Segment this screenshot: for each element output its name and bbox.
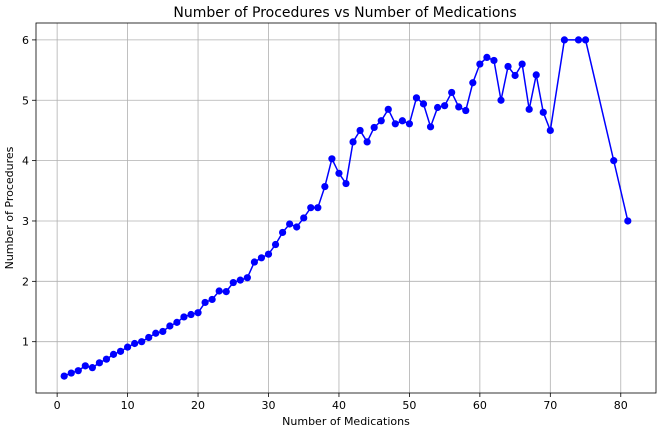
data-point	[356, 126, 364, 135]
data-point	[433, 103, 442, 112]
data-point	[286, 220, 294, 228]
data-point	[581, 36, 590, 44]
data-point	[574, 36, 583, 44]
data-point	[229, 278, 237, 287]
data-point	[321, 182, 329, 191]
data-point	[278, 228, 287, 237]
data-point	[511, 71, 519, 80]
data-point	[243, 274, 251, 282]
data-point	[363, 138, 371, 146]
data-point	[405, 120, 414, 128]
data-point	[483, 53, 491, 62]
data-point	[60, 372, 68, 380]
data-point	[314, 204, 322, 212]
plot-area	[35, 22, 657, 394]
axis-ticks: 0 10 20 30 40 50 60 70 80 1 2 3 4 5 6	[22, 34, 628, 412]
data-point	[116, 347, 125, 355]
data-point	[525, 105, 533, 113]
data-point	[159, 327, 167, 336]
data-point	[250, 258, 259, 266]
data-point	[194, 309, 202, 317]
data-point	[532, 71, 540, 79]
y-tick-label: 5	[22, 94, 29, 107]
data-point	[391, 120, 399, 128]
data-point	[518, 60, 526, 68]
data-point	[187, 310, 195, 319]
data-point	[398, 117, 406, 125]
x-tick-label: 0	[54, 399, 61, 412]
data-point	[271, 240, 280, 249]
data-point	[74, 367, 82, 375]
data-point	[462, 106, 470, 115]
x-axis-label: Number of Medications	[282, 415, 410, 428]
data-point	[95, 359, 104, 367]
data-point	[490, 56, 498, 65]
data-point	[257, 254, 266, 262]
data-point	[560, 36, 569, 44]
data-point	[300, 214, 308, 222]
data-point	[166, 322, 174, 330]
data-point	[476, 60, 484, 68]
data-point	[342, 179, 350, 188]
x-tick-label: 20	[191, 399, 205, 412]
data-point	[504, 62, 512, 71]
x-tick-label: 60	[473, 399, 487, 412]
x-tick-label: 10	[121, 399, 135, 412]
data-point	[497, 96, 505, 104]
data-point	[349, 138, 357, 146]
data-point	[201, 298, 209, 307]
data-point	[546, 126, 554, 135]
data-point	[539, 108, 547, 116]
data-point	[123, 343, 132, 351]
x-tick-label: 30	[262, 399, 276, 412]
chart-title: Number of Procedures vs Number of Medica…	[173, 5, 516, 21]
data-point	[384, 105, 392, 113]
series-line	[63, 39, 629, 377]
y-tick-label: 3	[22, 215, 29, 228]
x-tick-label: 40	[332, 399, 346, 412]
data-point	[328, 155, 336, 163]
y-tick-label: 1	[22, 336, 29, 349]
data-point	[138, 338, 146, 346]
data-point	[109, 350, 118, 358]
y-axis-label: Number of Procedures	[3, 146, 16, 269]
x-tick-label: 50	[402, 399, 416, 412]
data-point	[469, 79, 477, 87]
y-tick-label: 2	[22, 275, 29, 288]
data-point	[102, 355, 111, 363]
data-point	[208, 295, 216, 304]
data-point	[441, 102, 449, 110]
data-point	[236, 276, 244, 284]
data-point	[370, 123, 378, 132]
data-point	[426, 123, 435, 131]
data-point	[145, 333, 153, 342]
data-point	[377, 117, 385, 125]
y-tick-label: 6	[22, 34, 29, 47]
data-point	[412, 94, 421, 102]
y-tick-label: 4	[22, 155, 29, 168]
x-tick-label: 70	[543, 399, 557, 412]
data-point	[448, 88, 456, 97]
data-point	[88, 364, 96, 372]
data-point	[624, 217, 632, 225]
data-point	[264, 250, 273, 258]
data-point	[307, 204, 315, 212]
data-point	[67, 369, 75, 377]
data-point	[215, 287, 223, 295]
grid	[36, 23, 656, 393]
data-point	[335, 169, 343, 177]
data-point	[131, 339, 139, 348]
data-point	[455, 103, 463, 111]
data-point	[610, 157, 618, 165]
x-tick-label: 80	[614, 399, 628, 412]
data-point	[293, 223, 301, 231]
data-point	[419, 100, 428, 108]
data-point	[81, 362, 89, 370]
data-point	[222, 287, 230, 296]
data-point	[152, 329, 160, 337]
data-point	[180, 313, 188, 321]
data-point	[173, 318, 181, 326]
data-series	[60, 36, 632, 380]
